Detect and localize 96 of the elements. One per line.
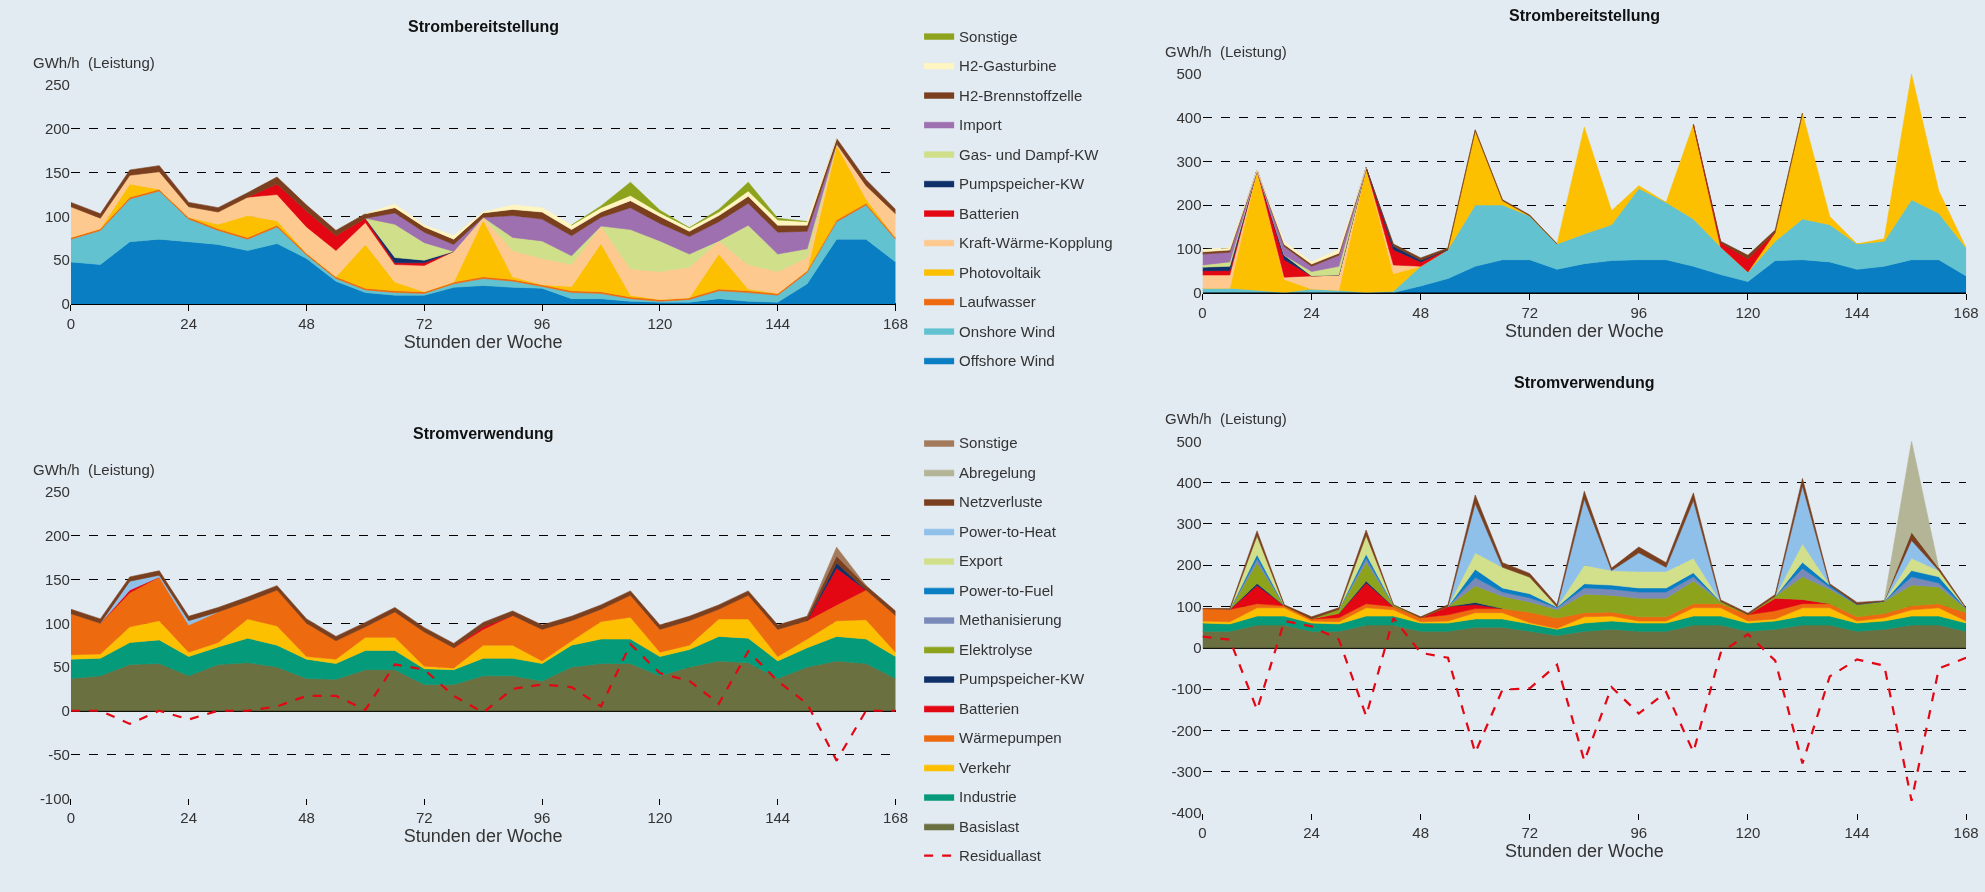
- y-tick-label: 100: [44, 614, 70, 632]
- x-axis-title: Stunden der Woche: [403, 331, 563, 352]
- legend-label: Abregelung: [959, 463, 1036, 481]
- x-tick-label: 168: [882, 314, 909, 332]
- y-axis-title: GWh/h (Leistung): [1165, 43, 1287, 60]
- y-tick-label: -200: [1171, 721, 1202, 739]
- y-tick-label: 0: [1193, 283, 1202, 301]
- legend-label: Power-to-Fuel: [959, 581, 1054, 599]
- x-tick-label: 24: [180, 314, 198, 332]
- y-tick-label: 400: [1176, 473, 1202, 491]
- y-tick-label: 250: [44, 483, 70, 501]
- x-tick-label: 96: [1630, 303, 1648, 321]
- legend-label: H2-Gasturbine: [959, 57, 1057, 75]
- x-tick-label: 144: [765, 314, 791, 332]
- legend-label: H2-Brennstoffzelle: [959, 86, 1083, 104]
- y-tick-label: 150: [44, 163, 70, 181]
- legend-label: Basislast: [959, 817, 1020, 835]
- legend-label: Onshore Wind: [959, 322, 1055, 340]
- x-axis-title: Stunden der Woche: [1504, 841, 1664, 862]
- x-tick-label: 48: [1412, 824, 1430, 842]
- x-tick-label: 168: [1953, 303, 1979, 321]
- legend-label: Batterien: [959, 204, 1020, 222]
- x-axis-title: Stunden der Woche: [403, 826, 563, 847]
- chart-title: Stromverwendung: [413, 425, 554, 442]
- y-tick-label: 100: [44, 207, 70, 225]
- y-tick-label: 500: [1176, 65, 1202, 82]
- chart-title: Stromverwendung: [1514, 374, 1655, 391]
- x-tick-label: 72: [415, 809, 433, 827]
- legend-label: Methanisierung: [959, 611, 1062, 629]
- x-tick-label: 24: [180, 809, 198, 827]
- y-tick-label: 200: [44, 527, 70, 544]
- x-tick-label: 72: [415, 314, 433, 332]
- y-tick-label: 200: [1176, 196, 1202, 214]
- x-tick-label: 24: [1303, 303, 1320, 321]
- y-tick-label: 250: [44, 76, 70, 94]
- y-axis-title: GWh/h (Leistung): [1165, 410, 1287, 427]
- legend-label: Laufwasser: [959, 293, 1036, 311]
- x-tick-label: 48: [1412, 303, 1430, 321]
- y-tick-label: 300: [1176, 515, 1202, 533]
- x-axis-title: Stunden der Woche: [1504, 320, 1664, 341]
- y-tick-label: 50: [53, 658, 70, 676]
- y-tick-label: -50: [48, 745, 70, 763]
- legend-label: Residuallast: [959, 847, 1042, 865]
- x-tick-label: 120: [1735, 824, 1761, 842]
- x-tick-label: 144: [1844, 303, 1870, 321]
- y-tick-label: 100: [1176, 597, 1202, 615]
- x-tick-label: 144: [1844, 824, 1870, 842]
- x-tick-label: 48: [298, 314, 315, 332]
- y-tick-label: -100: [1171, 680, 1202, 698]
- legend-label: Sonstige: [959, 27, 1018, 45]
- legend-label: Offshore Wind: [959, 352, 1055, 370]
- y-tick-label: 400: [1176, 108, 1202, 126]
- y-tick-label: -100: [39, 789, 70, 807]
- x-tick-label: 96: [533, 809, 551, 827]
- x-tick-label: 120: [647, 314, 673, 332]
- x-tick-label: 24: [1303, 824, 1320, 842]
- legend-label: Import: [959, 116, 1003, 134]
- x-tick-label: 168: [882, 809, 909, 827]
- y-tick-label: 100: [1176, 240, 1202, 257]
- legend-label: Power-to-Heat: [959, 522, 1057, 540]
- y-tick-label: 0: [1193, 639, 1202, 657]
- y-axis-title: GWh/h (Leistung): [33, 461, 155, 478]
- legend-label: Pumpspeicher-KW: [959, 175, 1085, 193]
- x-tick-label: 48: [298, 809, 315, 827]
- legend-label: Pumpspeicher-KW: [959, 670, 1085, 688]
- x-tick-label: 120: [647, 809, 673, 827]
- legend-label: Gas- und Dampf-KW: [959, 145, 1100, 163]
- x-tick-label: 96: [1630, 824, 1648, 842]
- chart-title: Strombereitstellung: [408, 18, 560, 35]
- legend-label: Batterien: [959, 699, 1020, 717]
- y-tick-label: 300: [1176, 152, 1202, 170]
- legend-label: Export: [959, 552, 1004, 570]
- chart-title: Strombereitstellung: [1509, 7, 1661, 24]
- x-tick-label: 120: [1735, 303, 1761, 321]
- x-tick-label: 72: [1521, 303, 1539, 321]
- legend-label: Photovoltaik: [959, 263, 1042, 281]
- legend-label: Kraft-Wärme-Kopplung: [959, 234, 1113, 252]
- x-tick-label: 72: [1521, 824, 1539, 842]
- legend-label: Industrie: [959, 788, 1017, 806]
- y-tick-label: 200: [44, 120, 70, 138]
- y-tick-label: -400: [1171, 804, 1202, 822]
- legend-label: Wärmepumpen: [959, 729, 1062, 747]
- x-tick-label: 144: [765, 809, 791, 827]
- y-tick-label: 0: [61, 702, 70, 719]
- y-tick-label: 500: [1176, 432, 1202, 450]
- x-tick-label: 96: [533, 314, 551, 332]
- y-tick-label: 50: [53, 251, 70, 269]
- legend-label: Sonstige: [959, 434, 1018, 452]
- legend-label: Verkehr: [959, 758, 1011, 776]
- y-tick-label: 150: [44, 570, 70, 588]
- legend-label: Elektrolyse: [959, 640, 1033, 658]
- x-tick-label: 168: [1953, 824, 1979, 842]
- y-axis-title: GWh/h (Leistung): [33, 54, 155, 71]
- legend-label: Netzverluste: [959, 493, 1043, 511]
- y-tick-label: -300: [1171, 763, 1202, 781]
- y-tick-label: 200: [1176, 556, 1202, 574]
